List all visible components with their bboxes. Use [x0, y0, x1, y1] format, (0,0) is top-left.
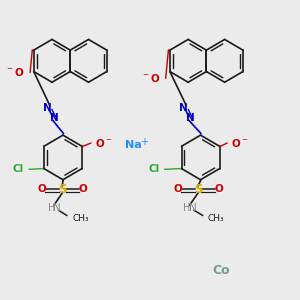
Text: CH₃: CH₃	[72, 214, 88, 223]
Text: Cl: Cl	[13, 164, 24, 174]
Text: O: O	[173, 184, 182, 194]
Text: N: N	[179, 103, 188, 113]
Text: $^-$O: $^-$O	[5, 66, 25, 78]
Text: H: H	[47, 203, 55, 213]
Text: O: O	[79, 184, 88, 194]
Text: O: O	[37, 184, 46, 194]
Text: N: N	[189, 203, 196, 213]
Text: O$^-$: O$^-$	[95, 137, 113, 149]
Text: N: N	[53, 203, 61, 213]
Text: N: N	[50, 113, 58, 123]
Text: N: N	[43, 103, 52, 113]
Text: +: +	[140, 137, 148, 147]
Text: Cl: Cl	[148, 164, 160, 174]
Text: Na: Na	[125, 140, 142, 150]
Text: H: H	[183, 203, 190, 213]
Text: CH₃: CH₃	[208, 214, 224, 223]
Text: S: S	[194, 183, 203, 196]
Text: Co: Co	[212, 264, 230, 277]
Text: O: O	[214, 184, 224, 194]
Text: N: N	[186, 113, 195, 123]
Text: S: S	[58, 183, 67, 196]
Text: $^-$O: $^-$O	[141, 72, 161, 84]
Text: O$^-$: O$^-$	[231, 137, 249, 149]
